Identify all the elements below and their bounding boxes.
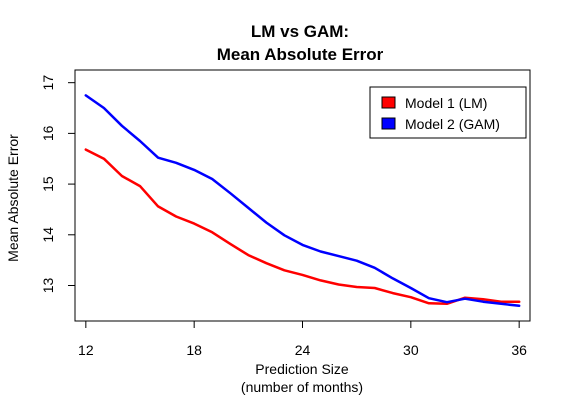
y-tick-label: 14	[40, 227, 56, 243]
legend-swatch-lm	[381, 96, 396, 109]
x-axis-label-line-2: (number of months)	[241, 379, 363, 395]
chart-title-line-1: LM vs GAM:	[251, 22, 349, 41]
y-axis: 13 14 15 16 17	[40, 75, 76, 294]
series-lines	[84, 94, 521, 308]
x-axis-label-line-1: Prediction Size	[255, 361, 349, 377]
legend-swatch-gam	[381, 117, 396, 130]
legend: Model 1 (LM) Model 2 (GAM)	[369, 86, 527, 139]
chart-title-line-2: Mean Absolute Error	[217, 45, 384, 64]
x-tick-label: 18	[186, 342, 202, 358]
legend-label-lm: Model 1 (LM)	[405, 95, 487, 111]
series-line-lm	[84, 148, 521, 306]
x-tick-label: 12	[78, 342, 94, 358]
y-tick-label: 17	[40, 75, 56, 91]
legend-box	[369, 86, 527, 139]
x-tick-label: 24	[295, 342, 311, 358]
y-tick-label: 16	[40, 125, 56, 141]
legend-label-gam: Model 2 (GAM)	[405, 116, 500, 132]
x-axis: 12 18 24 30 36	[78, 320, 527, 358]
series-line-gam	[84, 94, 521, 308]
x-tick-label: 36	[511, 342, 527, 358]
y-tick-label: 15	[40, 176, 56, 192]
y-axis-label: Mean Absolute Error	[5, 134, 21, 262]
y-tick-label: 13	[40, 278, 56, 294]
x-tick-label: 30	[403, 342, 419, 358]
